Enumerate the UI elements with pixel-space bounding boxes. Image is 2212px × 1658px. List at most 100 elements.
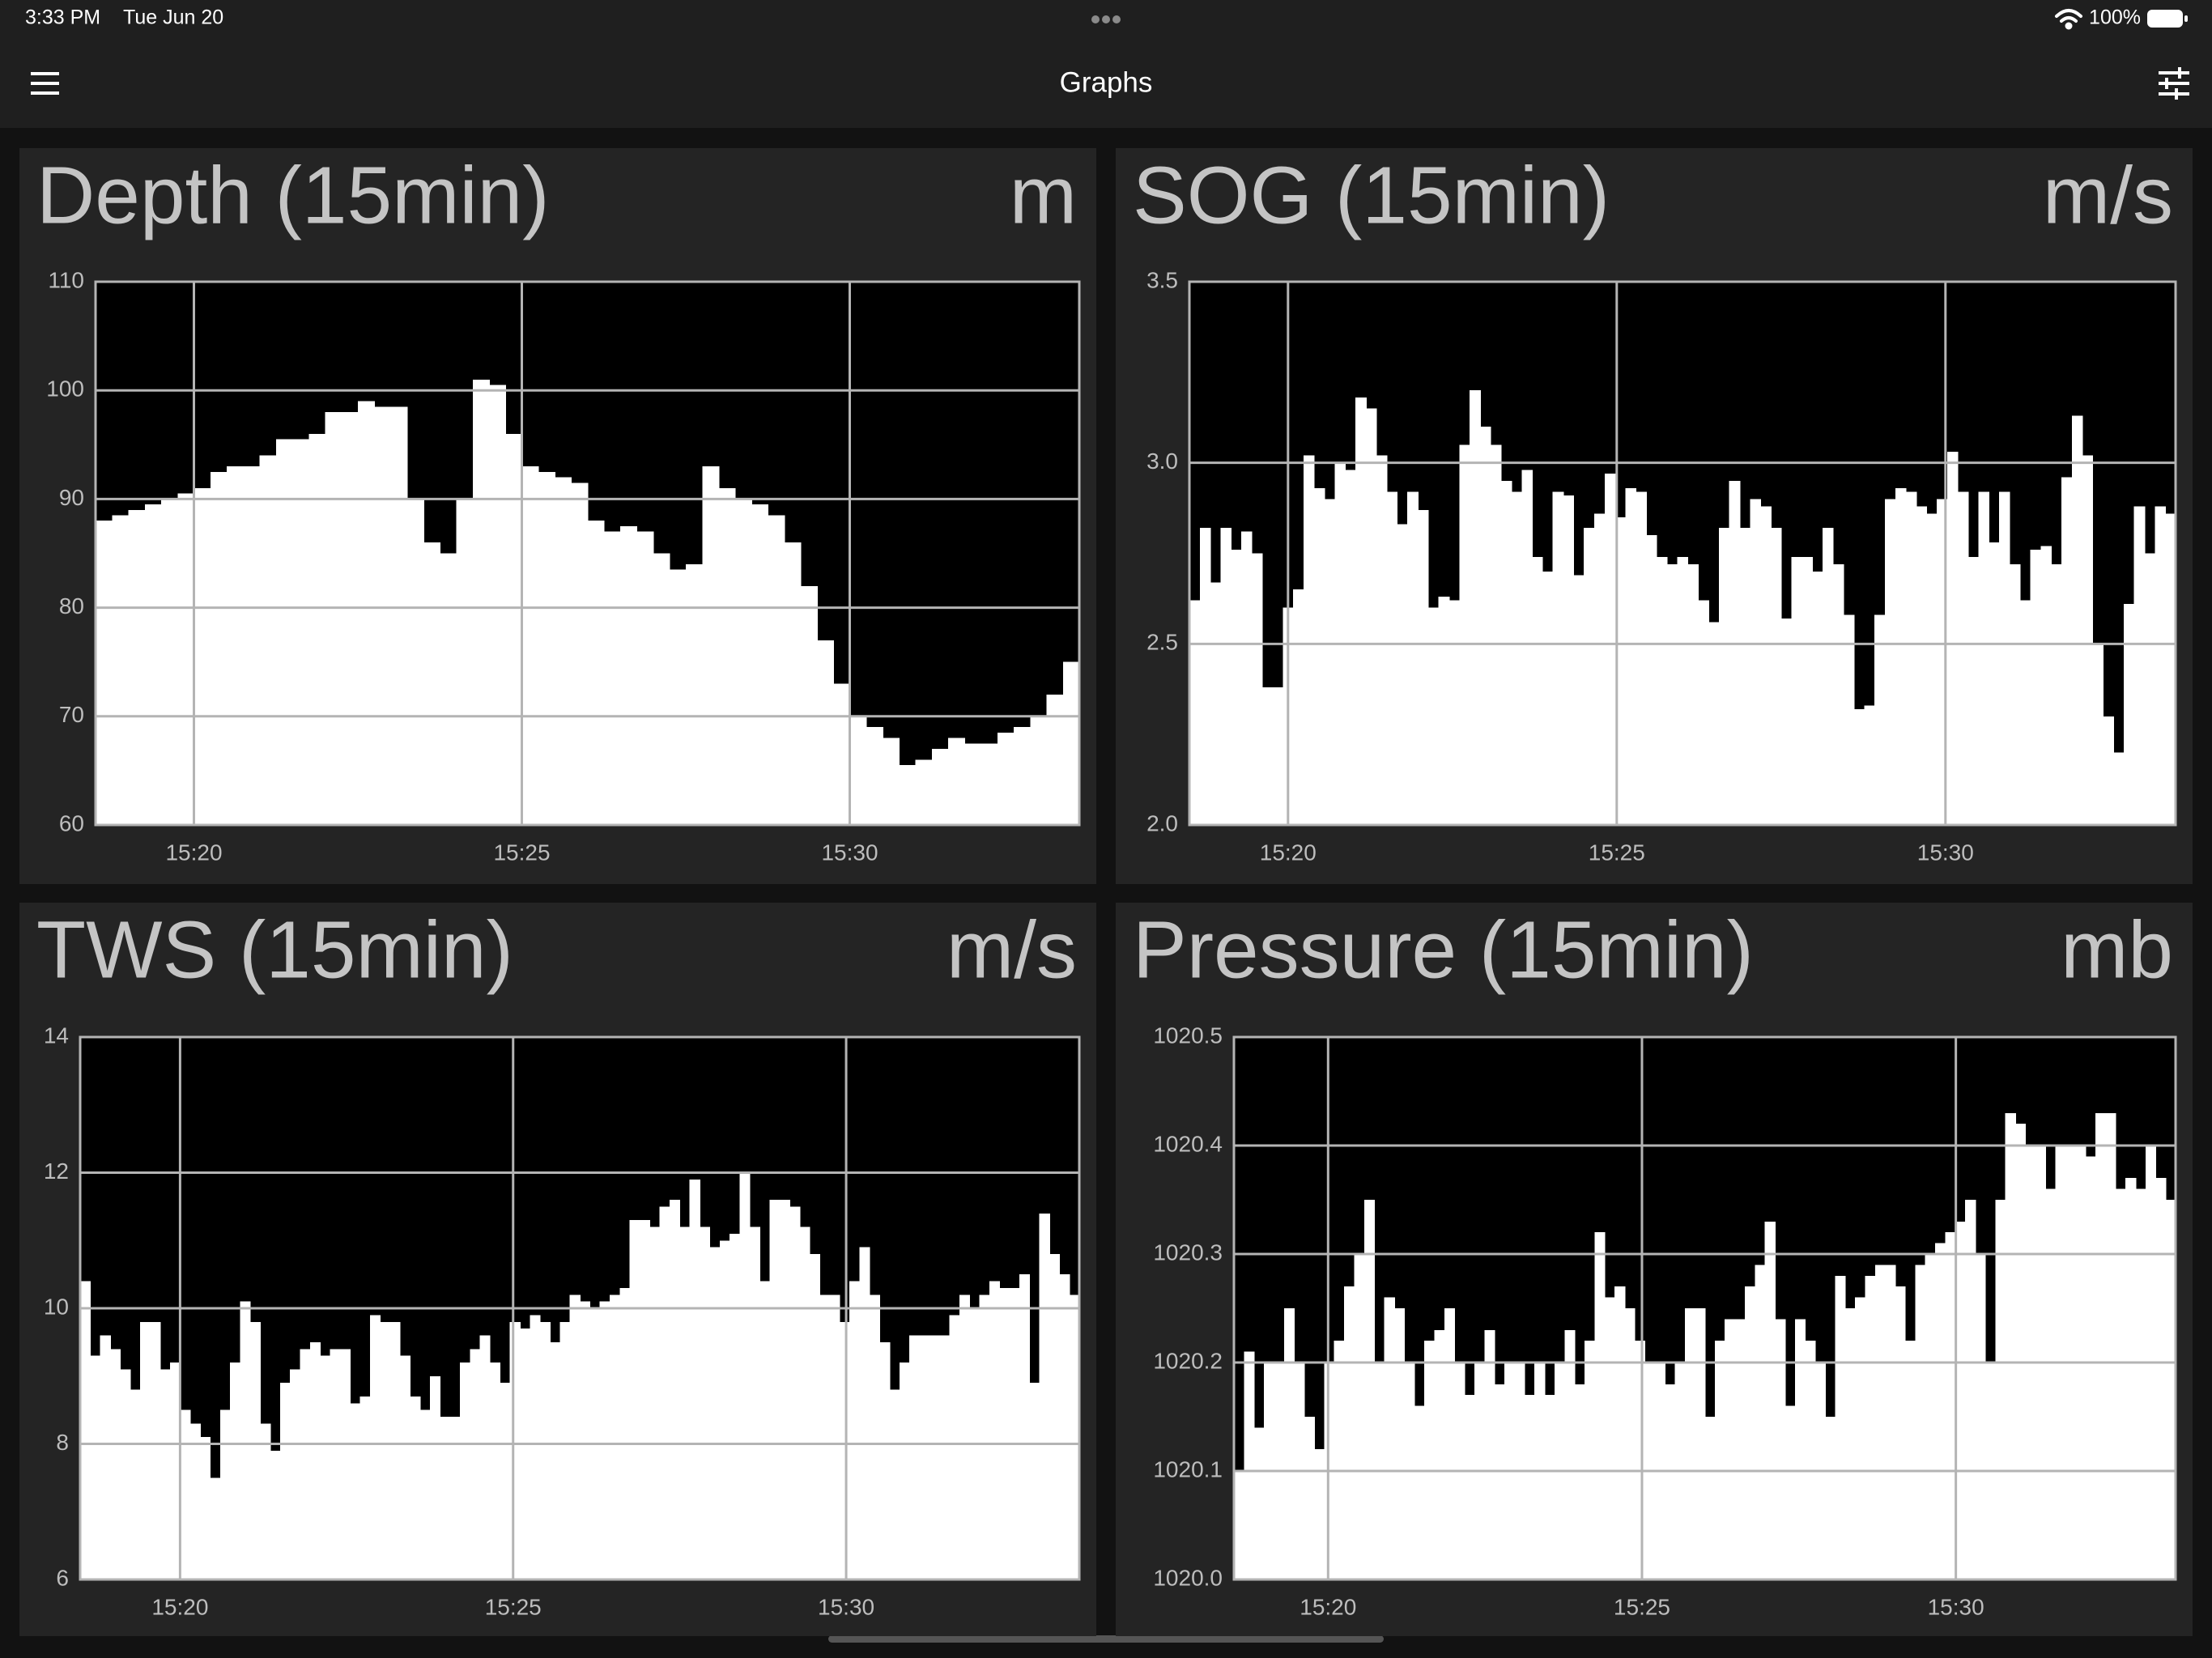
x-tick-label: 15:20 xyxy=(151,1594,208,1619)
multitask-dots[interactable] xyxy=(1091,15,1121,23)
bar xyxy=(1407,491,1419,825)
bar xyxy=(959,1295,971,1579)
bar xyxy=(1234,1471,1245,1579)
bar xyxy=(883,738,900,825)
bar xyxy=(1802,556,1814,825)
bar xyxy=(389,1321,401,1579)
bar xyxy=(341,412,359,825)
bar xyxy=(730,1233,741,1579)
bar xyxy=(800,585,818,825)
bar xyxy=(702,466,720,825)
menu-button[interactable] xyxy=(31,72,59,95)
bar xyxy=(2030,550,2042,825)
bar xyxy=(1935,1243,1946,1579)
bar xyxy=(1695,1308,1706,1579)
bar xyxy=(1832,563,1844,825)
plot-border xyxy=(1188,280,2177,827)
settings-button[interactable] xyxy=(2159,67,2189,100)
bar xyxy=(210,1477,221,1579)
bar xyxy=(399,1355,411,1579)
bar xyxy=(1853,708,1865,825)
bar xyxy=(519,1329,531,1579)
bar xyxy=(1029,1383,1040,1579)
y-tick-label: 90 xyxy=(59,485,84,510)
bar xyxy=(610,1295,621,1579)
bar xyxy=(1915,1265,1926,1579)
bar xyxy=(1967,556,1980,825)
bar xyxy=(833,683,851,825)
bar xyxy=(440,1417,451,1579)
bar xyxy=(320,1355,331,1579)
bar xyxy=(120,1369,131,1579)
bar xyxy=(270,1450,281,1579)
bar xyxy=(1812,571,1823,825)
bar xyxy=(200,1437,211,1579)
bar xyxy=(259,455,277,825)
bar xyxy=(1272,687,1284,825)
bar xyxy=(1999,491,2010,825)
y-tick-label: 2.0 xyxy=(1146,810,1178,835)
bar xyxy=(90,1355,101,1579)
bar xyxy=(1019,1274,1031,1579)
bar xyxy=(1794,1319,1806,1579)
bar xyxy=(789,1206,801,1579)
bar xyxy=(981,743,998,825)
bar xyxy=(1564,1329,1576,1579)
bar xyxy=(456,499,474,825)
x-tick-label: 15:25 xyxy=(485,1594,542,1619)
bar xyxy=(2085,1156,2096,1579)
bar xyxy=(1780,619,1793,825)
chart-unit: m/s xyxy=(946,904,1077,995)
bar xyxy=(1324,499,1336,825)
y-tick-label: 14 xyxy=(44,1022,69,1048)
chart-title: Depth (15min) xyxy=(36,150,550,240)
bar xyxy=(440,553,457,825)
y-tick-label: 70 xyxy=(59,702,84,727)
bar xyxy=(1524,1395,1535,1579)
y-tick-label: 1020.4 xyxy=(1153,1131,1223,1156)
chart-panel: SOG (15min) m/s 2.0 2.5 3.0 3.5 15:20 15:25 15:3… xyxy=(1116,148,2193,884)
bar xyxy=(636,531,654,825)
status-date: Tue Jun 20 xyxy=(123,6,223,29)
bar xyxy=(180,1409,191,1579)
bar xyxy=(219,1409,231,1579)
bar xyxy=(931,749,949,825)
bar xyxy=(1244,1351,1255,1579)
bar xyxy=(1464,1395,1475,1579)
bar xyxy=(505,433,523,825)
bar xyxy=(1594,513,1606,825)
bar xyxy=(1014,727,1032,825)
bar xyxy=(358,401,376,825)
bar xyxy=(110,1349,121,1579)
bar xyxy=(1313,487,1325,825)
bar xyxy=(230,1363,241,1579)
y-tick-label: 1020.1 xyxy=(1153,1456,1223,1482)
bar xyxy=(1500,481,1512,825)
bar xyxy=(1718,528,1730,825)
x-tick-label: 15:20 xyxy=(1260,840,1317,865)
bar xyxy=(96,521,113,825)
bar xyxy=(429,1375,441,1579)
bar xyxy=(2045,1188,2057,1579)
bar xyxy=(1865,1275,1876,1579)
bar xyxy=(1448,600,1461,825)
bar xyxy=(2082,455,2094,825)
bar xyxy=(919,1335,930,1579)
bar xyxy=(915,759,933,825)
bar xyxy=(997,732,1015,825)
bar xyxy=(292,439,310,825)
bar xyxy=(380,1321,391,1579)
bar xyxy=(369,1315,381,1579)
bar xyxy=(587,521,605,825)
bar xyxy=(2071,415,2083,825)
bar xyxy=(1784,1405,1796,1579)
bar xyxy=(1750,499,1761,825)
bar xyxy=(559,1321,571,1579)
bar xyxy=(768,515,785,825)
bar xyxy=(1946,452,1959,825)
bar xyxy=(2125,1178,2137,1579)
bar xyxy=(1365,408,1377,826)
bar xyxy=(686,563,704,825)
bar xyxy=(839,1321,850,1579)
